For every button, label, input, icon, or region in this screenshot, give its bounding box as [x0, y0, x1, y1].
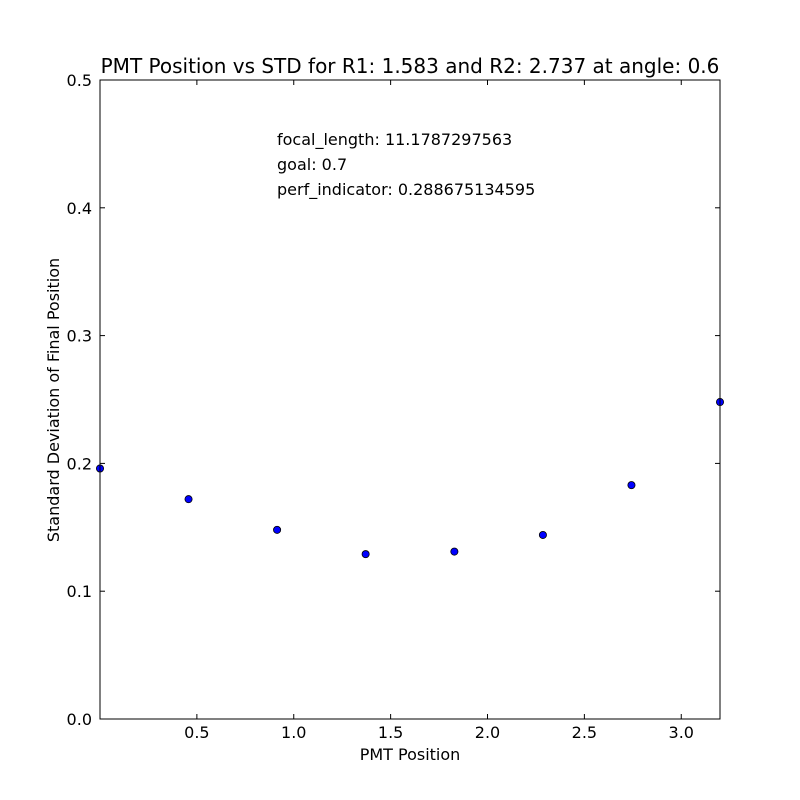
- data-point: [273, 525, 282, 534]
- x-tick-label: 2.0: [475, 723, 500, 742]
- y-axis-label: Standard Deviation of Final Position: [44, 258, 63, 542]
- y-tick-label: 0.1: [67, 582, 92, 601]
- x-axis-ticks: 0.5 1.0 1.5 2.0 2.5 3.0: [184, 80, 694, 742]
- x-tick-label: 1.0: [281, 723, 306, 742]
- annotation-line: perf_indicator: 0.288675134595: [277, 180, 535, 200]
- annotation-line: focal_length: 11.1787297563: [277, 130, 512, 150]
- data-point: [538, 530, 547, 539]
- data-point: [450, 547, 459, 556]
- x-tick-label: 2.5: [572, 723, 597, 742]
- plot-frame: [99, 79, 721, 720]
- annotation-block: focal_length: 11.1787297563 goal: 0.7 perf…: [277, 130, 535, 200]
- x-tick-label: 0.5: [184, 723, 209, 742]
- y-tick-label: 0.4: [67, 199, 92, 218]
- y-tick-label: 0.0: [67, 710, 92, 729]
- data-point: [361, 550, 370, 559]
- data-point: [627, 481, 636, 490]
- y-tick-label: 0.2: [67, 454, 92, 473]
- x-axis-label: PMT Position: [360, 745, 461, 764]
- y-axis-ticks: 0.0 0.1 0.2 0.3 0.4 0.5: [67, 71, 720, 729]
- annotation-line: goal: 0.7: [277, 155, 347, 174]
- x-tick-label: 3.0: [669, 723, 694, 742]
- data-point: [184, 495, 193, 504]
- y-tick-label: 0.3: [67, 327, 92, 346]
- chart-title: PMT Position vs STD for R1: 1.583 and R2…: [101, 54, 720, 78]
- x-tick-label: 1.5: [378, 723, 403, 742]
- y-tick-label: 0.5: [67, 71, 92, 90]
